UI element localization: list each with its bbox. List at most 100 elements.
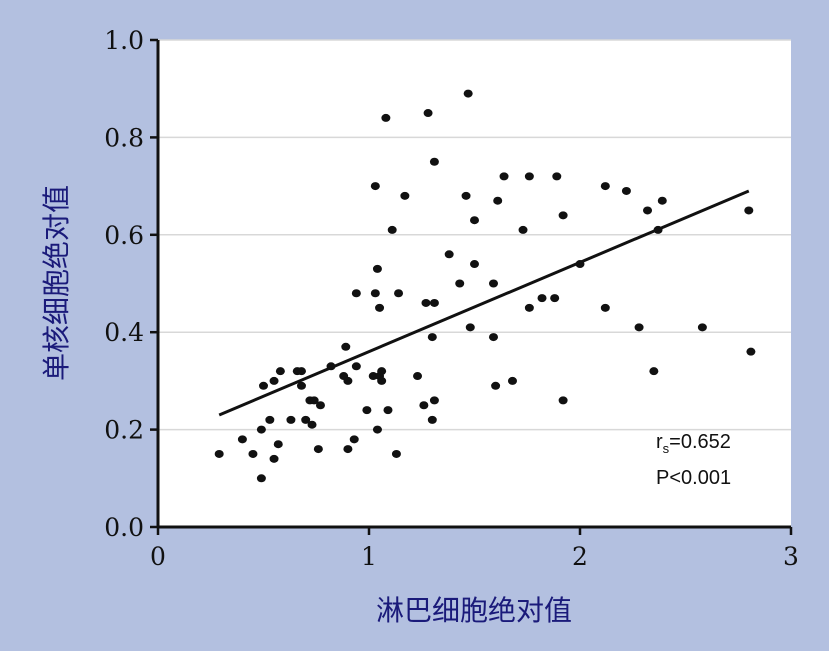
x-axis-title: 淋巴细胞绝对值 xyxy=(376,594,572,627)
data-point xyxy=(643,206,653,215)
data-point xyxy=(429,157,439,166)
data-point xyxy=(296,367,306,376)
y-tick-label: 0.6 xyxy=(104,221,144,250)
y-tick-label: 0.4 xyxy=(104,318,144,347)
data-point xyxy=(214,449,224,458)
data-point xyxy=(649,367,659,376)
data-point xyxy=(265,415,275,424)
y-axis-ticks: 0.0 0.2 0.4 0.6 0.8 1.0 xyxy=(104,26,158,542)
data-point xyxy=(488,279,498,288)
data-point xyxy=(600,303,610,312)
data-point xyxy=(372,264,382,273)
data-point xyxy=(237,435,247,444)
data-points xyxy=(214,89,756,483)
rs-subscript: s xyxy=(663,441,670,456)
data-point xyxy=(423,109,433,118)
data-point xyxy=(524,172,534,181)
data-point xyxy=(621,186,631,195)
data-point xyxy=(444,250,454,259)
rs-symbol: r xyxy=(656,431,663,453)
data-point xyxy=(343,376,353,385)
data-point xyxy=(313,445,323,454)
data-point xyxy=(429,298,439,307)
data-point xyxy=(372,425,382,434)
x-tick-label: 2 xyxy=(572,542,588,571)
plot-area xyxy=(158,40,791,527)
x-tick-label: 1 xyxy=(361,542,377,571)
y-axis-title: 单核细胞绝对值 xyxy=(40,185,73,381)
data-point xyxy=(309,396,319,405)
y-tick-label: 0.2 xyxy=(104,416,144,445)
data-point xyxy=(259,381,268,390)
data-point xyxy=(256,474,266,483)
data-point xyxy=(387,225,397,234)
data-point xyxy=(269,454,279,463)
x-tick-label: 0 xyxy=(150,542,166,571)
data-point xyxy=(375,303,385,312)
data-point xyxy=(634,323,644,332)
data-point xyxy=(550,294,560,303)
data-point xyxy=(383,406,393,415)
data-point xyxy=(351,362,361,371)
data-point xyxy=(419,401,429,410)
data-point xyxy=(301,415,311,424)
data-point xyxy=(377,367,387,376)
data-point xyxy=(600,182,610,191)
data-point xyxy=(461,191,471,200)
data-point xyxy=(455,279,465,288)
x-tick-label: 3 xyxy=(783,542,799,571)
y-tick-label: 0.8 xyxy=(104,123,144,152)
data-point xyxy=(537,294,547,303)
data-point xyxy=(370,182,380,191)
axes xyxy=(156,40,791,529)
data-point xyxy=(507,376,517,385)
data-point xyxy=(394,289,404,298)
data-point xyxy=(744,206,754,215)
data-point xyxy=(377,376,387,385)
data-point xyxy=(351,289,361,298)
data-point xyxy=(286,415,296,424)
data-point xyxy=(368,372,378,381)
rs-annotation: rs=0.652 xyxy=(656,431,731,456)
data-point xyxy=(296,381,306,390)
data-point xyxy=(552,172,562,181)
data-point xyxy=(697,323,707,332)
data-point xyxy=(256,425,266,434)
data-point xyxy=(429,396,439,405)
data-point xyxy=(427,415,437,424)
x-axis-ticks: 0 1 2 3 xyxy=(150,527,799,571)
data-point xyxy=(491,381,501,390)
data-point xyxy=(746,347,756,356)
data-point xyxy=(349,435,359,444)
data-point xyxy=(463,89,473,98)
data-point xyxy=(427,333,437,342)
data-point xyxy=(518,225,528,234)
data-point xyxy=(391,449,401,458)
data-point xyxy=(465,323,475,332)
data-point xyxy=(499,172,509,181)
data-point xyxy=(470,260,479,269)
data-point xyxy=(362,406,372,415)
data-point xyxy=(269,376,279,385)
trend-line xyxy=(218,189,750,417)
data-point xyxy=(275,367,285,376)
data-point xyxy=(315,401,325,410)
data-point xyxy=(493,196,503,205)
data-point xyxy=(370,289,380,298)
data-point xyxy=(524,303,534,312)
data-point xyxy=(381,113,391,122)
data-point xyxy=(470,216,479,225)
data-point xyxy=(657,196,667,205)
y-tick-label: 1.0 xyxy=(104,26,144,55)
data-point xyxy=(413,372,423,381)
data-point xyxy=(343,445,353,454)
data-point xyxy=(341,342,351,351)
data-point xyxy=(558,211,568,220)
p-value-annotation: P<0.001 xyxy=(656,467,731,489)
data-point xyxy=(273,440,283,449)
data-point xyxy=(558,396,568,405)
data-point xyxy=(400,191,410,200)
data-point xyxy=(488,333,498,342)
y-tick-label: 0.0 xyxy=(104,513,144,542)
data-point xyxy=(421,298,431,307)
